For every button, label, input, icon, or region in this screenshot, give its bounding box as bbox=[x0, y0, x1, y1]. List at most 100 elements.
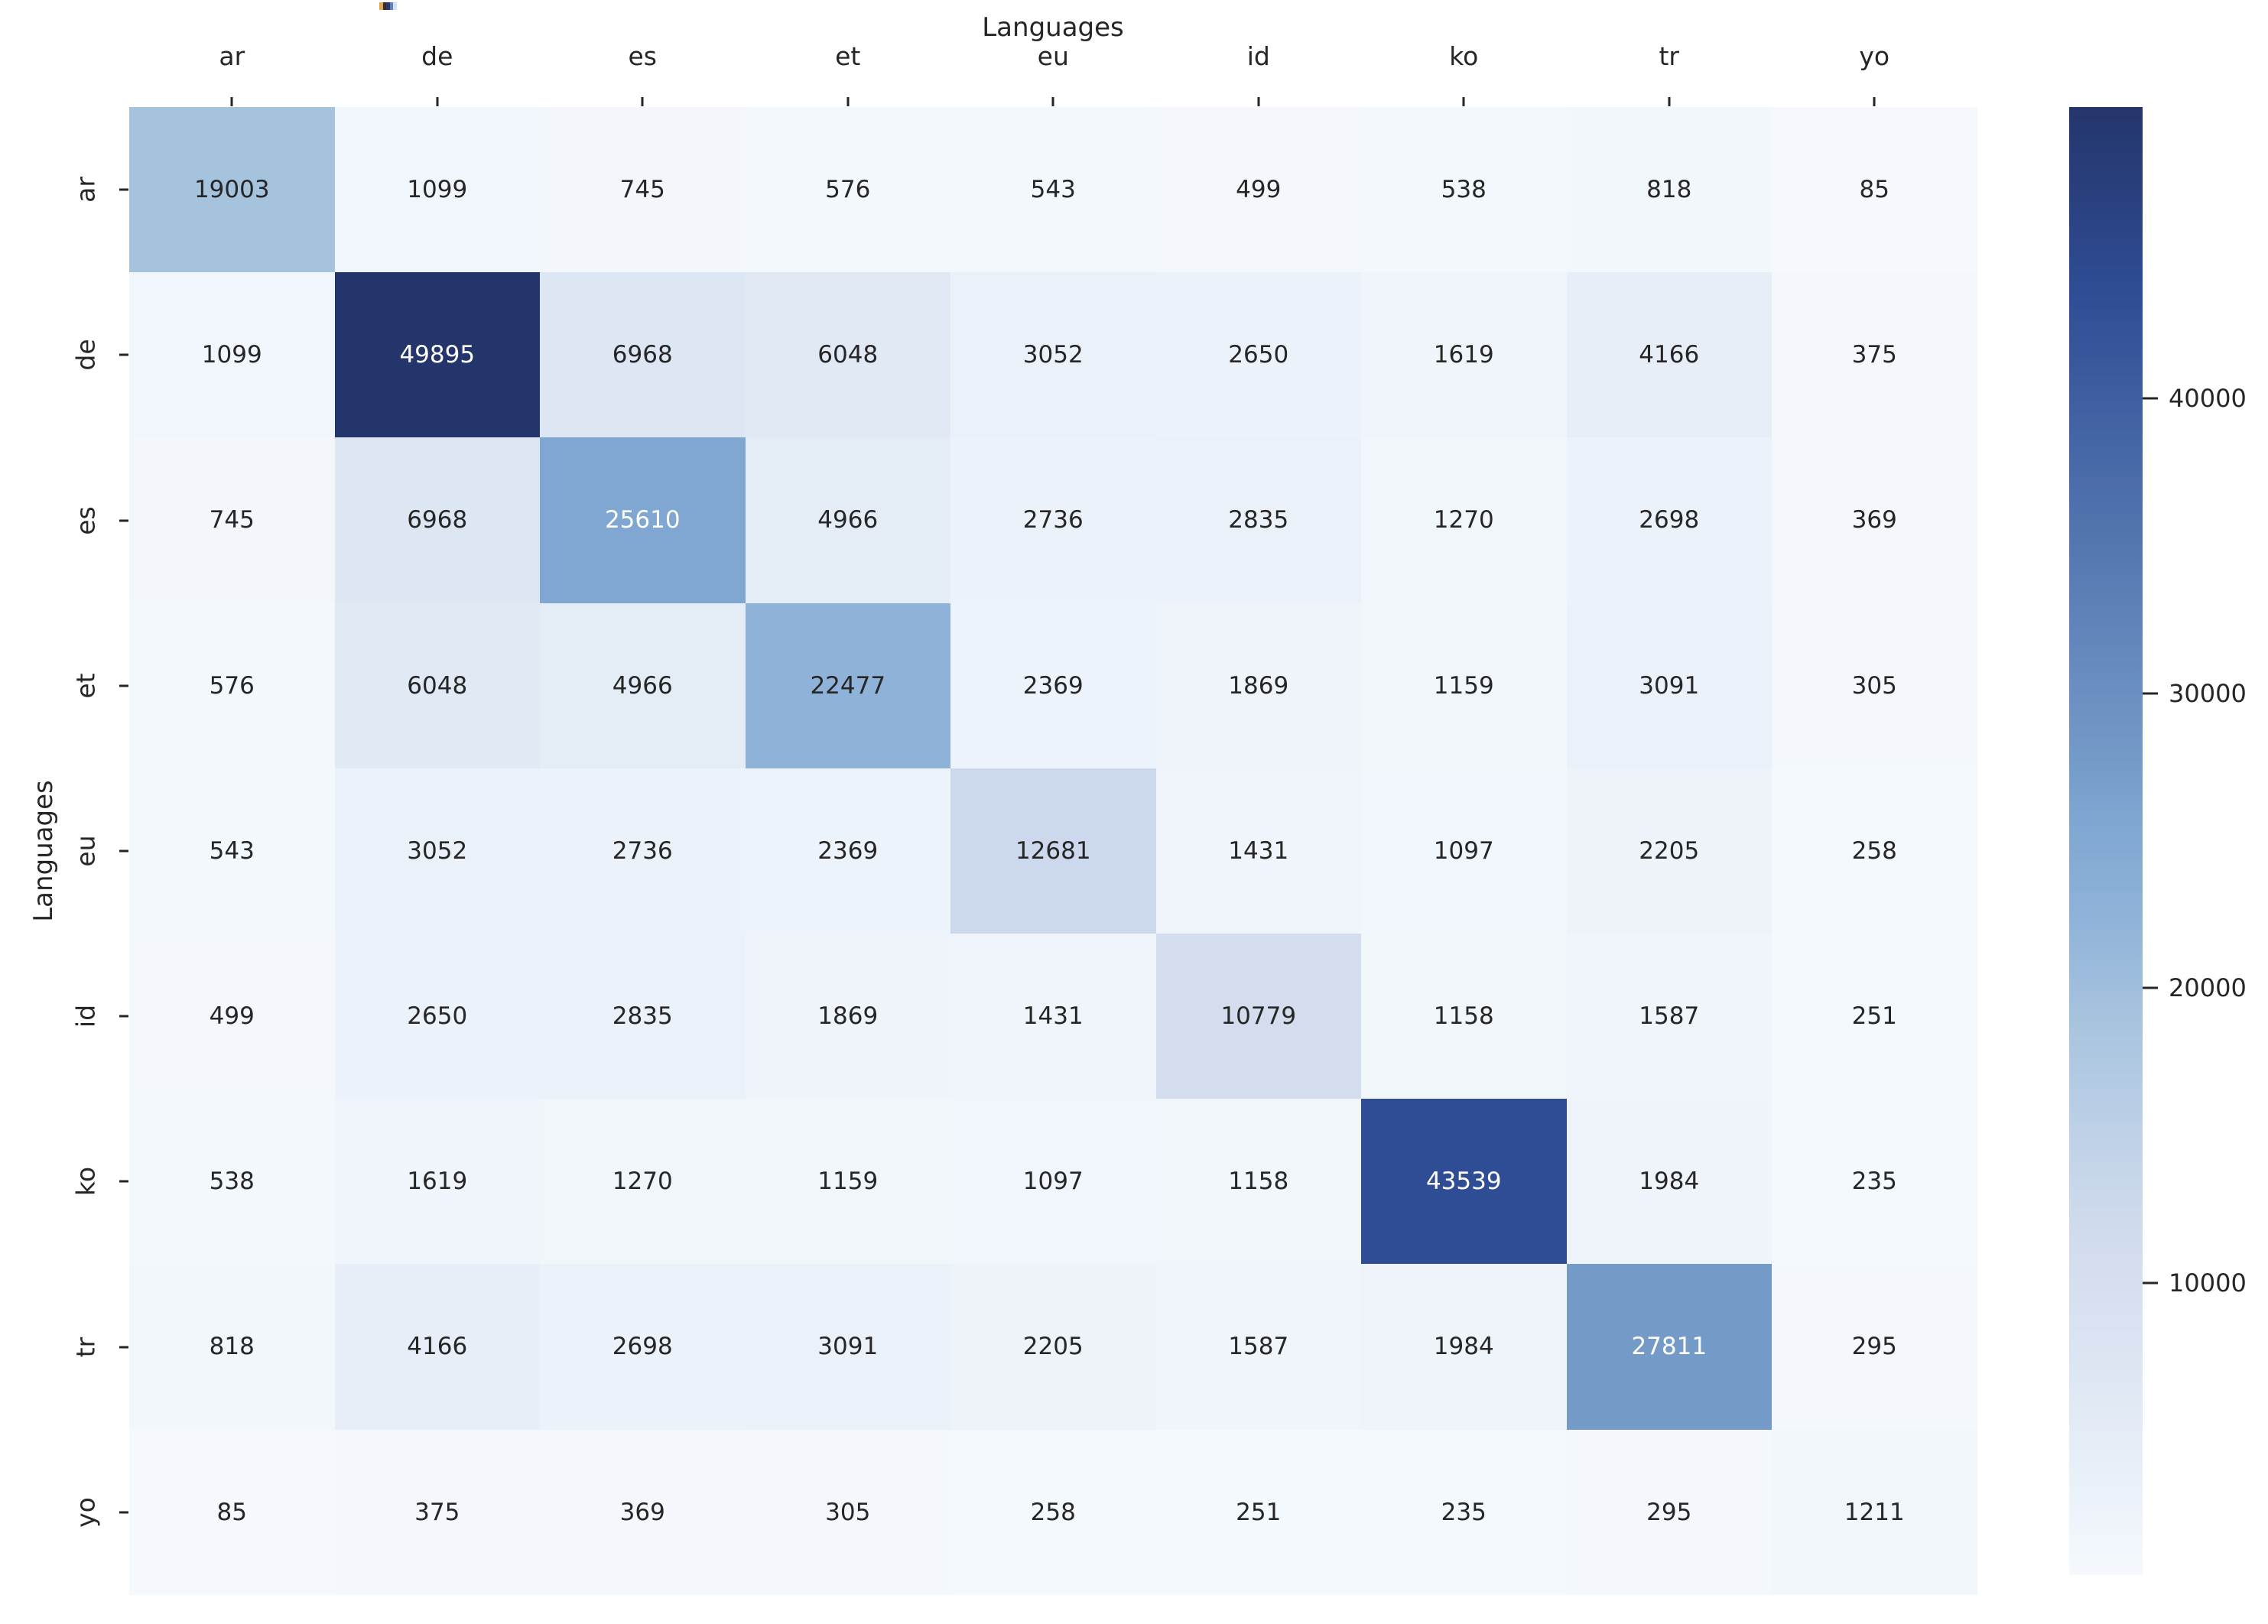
heatmap-cell: 25610 bbox=[540, 437, 746, 603]
heatmap-cell: 305 bbox=[745, 1429, 950, 1595]
heatmap-cell: 4966 bbox=[540, 603, 746, 768]
artifact-pixel bbox=[393, 2, 397, 10]
heatmap-cell: 576 bbox=[129, 603, 335, 768]
x-tick-label-et: et bbox=[835, 41, 861, 71]
x-tick-mark bbox=[1873, 97, 1876, 106]
x-tick-mark bbox=[230, 97, 233, 106]
heatmap-cell: 745 bbox=[129, 437, 335, 603]
y-tick-mark bbox=[119, 1180, 128, 1183]
heatmap-cell: 2736 bbox=[950, 437, 1156, 603]
y-axis-title: Languages bbox=[28, 780, 59, 922]
heatmap: 19003 1099 745 576 543 499 538 818 85 1099 49895 69… bbox=[129, 107, 1977, 1595]
heatmap-cell: 1619 bbox=[1361, 272, 1567, 438]
heatmap-cell: 1211 bbox=[1772, 1429, 1977, 1595]
heatmap-cell: 499 bbox=[129, 933, 335, 1099]
y-tick-mark bbox=[119, 1346, 128, 1348]
heatmap-cell: 375 bbox=[334, 1429, 540, 1595]
heatmap-cell: 375 bbox=[1772, 272, 1977, 438]
heatmap-cell: 2369 bbox=[950, 603, 1156, 768]
heatmap-cell: 2650 bbox=[334, 933, 540, 1099]
heatmap-cell: 4166 bbox=[1566, 272, 1772, 438]
colorbar-tick-mark bbox=[2143, 397, 2158, 400]
colorbar-tick-mark bbox=[2143, 1281, 2158, 1285]
y-tick-label-de: de bbox=[70, 339, 101, 371]
heatmap-cell: 1099 bbox=[334, 107, 540, 273]
x-tick-mark bbox=[436, 97, 439, 106]
x-tick-mark bbox=[1257, 97, 1260, 106]
artifact-pixel bbox=[382, 2, 386, 10]
heatmap-cell: 543 bbox=[950, 107, 1156, 273]
heatmap-cell: 2698 bbox=[540, 1264, 746, 1430]
heatmap-cell: 1270 bbox=[540, 1099, 746, 1265]
x-tick-label-eu: eu bbox=[1037, 41, 1069, 71]
x-tick-mark bbox=[846, 97, 850, 106]
y-tick-label-tr: tr bbox=[70, 1337, 101, 1357]
heatmap-cell: 22477 bbox=[745, 603, 950, 768]
artifact-pixel bbox=[389, 2, 393, 10]
y-tick-label-ar: ar bbox=[70, 177, 101, 203]
heatmap-cell: 2835 bbox=[1155, 437, 1361, 603]
heatmap-cell: 1984 bbox=[1361, 1264, 1567, 1430]
y-tick-label-et: et bbox=[70, 673, 101, 699]
heatmap-cell: 4966 bbox=[745, 437, 950, 603]
x-tick-label-ko: ko bbox=[1449, 41, 1479, 71]
heatmap-cell: 6968 bbox=[540, 272, 746, 438]
y-tick-mark bbox=[119, 684, 128, 687]
colorbar-tick-label: 30000 bbox=[2169, 678, 2247, 708]
heatmap-cell: 49895 bbox=[334, 272, 540, 438]
y-tick-mark bbox=[119, 1015, 128, 1018]
heatmap-cell: 295 bbox=[1566, 1429, 1772, 1595]
x-tick-mark bbox=[1462, 97, 1465, 106]
heatmap-cell: 235 bbox=[1361, 1429, 1567, 1595]
y-tick-label-id: id bbox=[70, 1005, 101, 1028]
heatmap-cell: 235 bbox=[1772, 1099, 1977, 1265]
y-tick-mark bbox=[119, 188, 128, 191]
heatmap-cell: 1587 bbox=[1155, 1264, 1361, 1430]
heatmap-cell: 2698 bbox=[1566, 437, 1772, 603]
heatmap-cell: 2835 bbox=[540, 933, 746, 1099]
heatmap-cell: 6048 bbox=[334, 603, 540, 768]
y-tick-label-ko: ko bbox=[70, 1167, 101, 1197]
heatmap-cell: 3052 bbox=[334, 768, 540, 934]
x-tick-label-yo: yo bbox=[1859, 41, 1890, 71]
heatmap-cell: 1270 bbox=[1361, 437, 1567, 603]
x-tick-mark bbox=[641, 97, 644, 106]
heatmap-cell: 12681 bbox=[950, 768, 1156, 934]
heatmap-cell: 543 bbox=[129, 768, 335, 934]
y-tick-label-eu: eu bbox=[70, 835, 101, 867]
x-tick-label-es: es bbox=[628, 41, 658, 71]
x-tick-label-tr: tr bbox=[1659, 41, 1680, 71]
heatmap-cell: 1158 bbox=[1155, 1099, 1361, 1265]
heatmap-cell: 43539 bbox=[1361, 1099, 1567, 1265]
colorbar-tick-mark bbox=[2143, 986, 2158, 989]
heatmap-cell: 4166 bbox=[334, 1264, 540, 1430]
heatmap-cell: 251 bbox=[1155, 1429, 1361, 1595]
heatmap-cell: 538 bbox=[1361, 107, 1567, 273]
artifact-pixel bbox=[386, 2, 390, 10]
colorbar-tick-label: 20000 bbox=[2169, 973, 2247, 1003]
heatmap-cell: 2369 bbox=[745, 768, 950, 934]
heatmap-cell: 1984 bbox=[1566, 1099, 1772, 1265]
y-tick-label-es: es bbox=[70, 505, 101, 535]
y-tick-label-yo: yo bbox=[70, 1496, 101, 1528]
heatmap-cell: 3091 bbox=[1566, 603, 1772, 768]
y-tick-mark bbox=[119, 1511, 128, 1514]
heatmap-cell: 369 bbox=[1772, 437, 1977, 603]
heatmap-cell: 369 bbox=[540, 1429, 746, 1595]
heatmap-cell: 2205 bbox=[1566, 768, 1772, 934]
heatmap-cell: 2650 bbox=[1155, 272, 1361, 438]
heatmap-cell: 538 bbox=[129, 1099, 335, 1265]
heatmap-cell: 745 bbox=[540, 107, 746, 273]
screenshot-artifact bbox=[379, 2, 397, 10]
heatmap-cell: 1869 bbox=[745, 933, 950, 1099]
heatmap-cell: 1158 bbox=[1361, 933, 1567, 1099]
heatmap-cell: 19003 bbox=[129, 107, 335, 273]
heatmap-cell: 1097 bbox=[1361, 768, 1567, 934]
y-tick-mark bbox=[119, 353, 128, 356]
heatmap-cell: 818 bbox=[1566, 107, 1772, 273]
heatmap-cell: 295 bbox=[1772, 1264, 1977, 1430]
colorbar-tick-label: 10000 bbox=[2169, 1268, 2247, 1298]
heatmap-cell: 1869 bbox=[1155, 603, 1361, 768]
heatmap-cell: 2205 bbox=[950, 1264, 1156, 1430]
